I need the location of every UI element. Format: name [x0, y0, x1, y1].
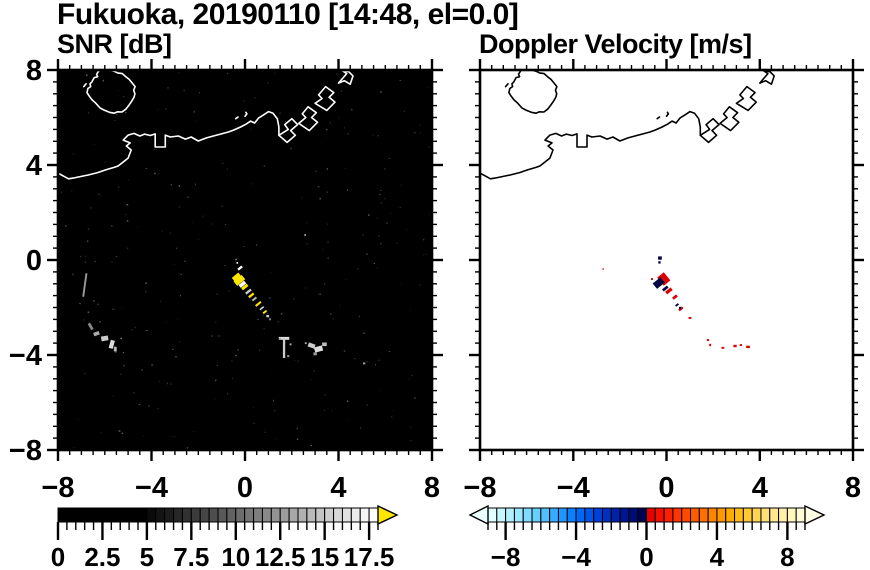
snr-map	[58, 70, 430, 449]
doppler-panel: −8 −4 0 4 8	[463, 59, 864, 504]
doppler-colorbar-overflow-arrow	[804, 504, 826, 526]
snr-colorbar-label: 2.5	[84, 542, 120, 570]
y-tick-label: −8	[9, 435, 42, 467]
snr-panel-title: SNR [dB]	[57, 29, 172, 59]
x-tick-label: 4	[752, 472, 768, 504]
snr-colorbar: 0 2.5 5 7.5 10 12.5 15 17.5	[51, 504, 399, 570]
snr-x-tick-labels: −8 −4 0 4 8	[41, 472, 440, 504]
snr-colorbar-label: 10	[221, 542, 250, 570]
x-tick-label: −4	[557, 472, 590, 504]
doppler-map	[480, 70, 775, 349]
doppler-background	[480, 70, 853, 450]
x-tick-label: −4	[135, 472, 168, 504]
doppler-colorbar: −8 −4 0 4 8	[468, 504, 826, 570]
x-tick-label: −8	[41, 472, 74, 504]
y-tick-label: 4	[26, 150, 42, 182]
snr-colorbar-label: 12.5	[255, 542, 306, 570]
y-tick-label: 8	[26, 55, 42, 87]
snr-echoes	[82, 234, 366, 365]
snr-colorbar-label: 17.5	[344, 542, 395, 570]
snr-colorbar-label: 0	[51, 542, 65, 570]
x-tick-label: 0	[658, 472, 674, 504]
doppler-echoes	[602, 256, 750, 349]
x-tick-label: 8	[845, 472, 861, 504]
y-tick-label: 0	[26, 245, 42, 277]
x-tick-label: 0	[237, 472, 253, 504]
snr-colorbar-overflow-arrow	[377, 504, 399, 526]
snr-colorbar-label: 15	[310, 542, 339, 570]
snr-frame	[47, 59, 443, 461]
doppler-x-tick-labels: −8 −4 0 4 8	[463, 472, 861, 504]
snr-noise-speckles	[61, 72, 430, 449]
snr-coastline	[58, 70, 354, 180]
snr-panel: −8 −4 0 4 8 8 4 0 −4 −8	[9, 55, 443, 504]
x-tick-label: 4	[330, 472, 346, 504]
doppler-colorbar-label: 0	[639, 542, 653, 570]
doppler-frame	[469, 59, 864, 461]
x-tick-label: 8	[424, 472, 440, 504]
y-tick-label: −4	[9, 340, 42, 372]
doppler-panel-title: Doppler Velocity [m/s]	[479, 29, 752, 59]
doppler-colorbar-label: 4	[710, 542, 725, 570]
doppler-colorbar-label: −4	[561, 542, 591, 570]
snr-colorbar-label: 5	[140, 542, 154, 570]
snr-colorbar-label: 7.5	[173, 542, 209, 570]
doppler-colorbar-label: −8	[491, 542, 521, 570]
figure-title: Fukuoka, 20190110 [14:48, el=0.0]	[57, 0, 519, 31]
doppler-coastline	[480, 70, 775, 180]
snr-background	[58, 70, 432, 450]
x-tick-label: −8	[463, 472, 496, 504]
doppler-colorbar-underflow-arrow	[468, 504, 489, 526]
doppler-colorbar-label: 8	[780, 542, 794, 570]
snr-y-tick-labels: 8 4 0 −4 −8	[9, 55, 42, 467]
